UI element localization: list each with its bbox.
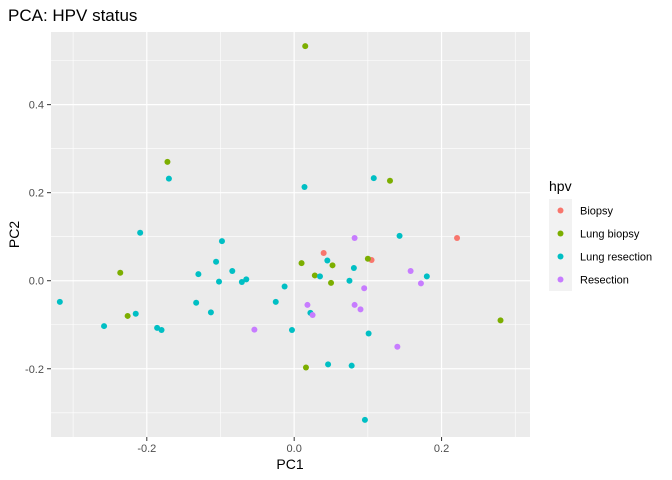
x-tick-label: -0.2 (137, 443, 156, 455)
point-lung-biopsy (328, 279, 335, 286)
legend-item-lung-resection: Lung resection (549, 245, 652, 268)
point-lung-biopsy (164, 158, 171, 165)
point-lung-biopsy (117, 269, 124, 276)
point-lung-biopsy (497, 317, 504, 324)
point-lung-biopsy (302, 43, 309, 50)
point-lung-resection (216, 278, 223, 285)
legend-label-resection: Resection (580, 275, 629, 287)
point-resection (251, 326, 258, 333)
legend-label-lung-resection: Lung resection (580, 252, 652, 264)
legend-items: Biopsy Lung biopsy Lung resection Resection (549, 199, 652, 291)
point-lung-resection (229, 268, 236, 275)
point-lung-resection (158, 327, 165, 334)
point-lung-resection (348, 362, 355, 369)
y-tick-label: 0.4 (29, 100, 44, 112)
x-tick-label: 0.0 (287, 443, 302, 455)
point-lung-biopsy (364, 255, 371, 262)
point-lung-resection (165, 175, 172, 182)
point-lung-resection (423, 273, 430, 280)
point-lung-resection (56, 298, 63, 305)
point-resection (407, 268, 414, 275)
legend-key-biopsy (557, 207, 564, 214)
point-lung-biopsy (298, 260, 305, 267)
point-lung-resection (213, 258, 220, 265)
legend-label-biopsy: Biopsy (580, 206, 614, 218)
point-lung-resection (272, 298, 279, 305)
point-lung-resection (207, 309, 214, 316)
point-lung-resection (238, 279, 245, 286)
point-lung-biopsy (124, 312, 131, 319)
y-axis-title: PC2 (6, 221, 22, 248)
point-lung-resection (101, 323, 108, 330)
point-lung-resection (365, 330, 372, 337)
legend-key-lung-resection (557, 253, 564, 260)
point-lung-resection (193, 299, 200, 306)
point-lung-resection (301, 183, 308, 190)
point-resection (309, 312, 316, 319)
point-lung-resection (154, 324, 161, 331)
legend-label-lung-biopsy: Lung biopsy (580, 229, 640, 241)
point-lung-resection (288, 327, 295, 334)
point-resection (417, 280, 424, 287)
legend-item-lung-biopsy: Lung biopsy (549, 222, 640, 245)
point-lung-biopsy (329, 262, 336, 269)
point-lung-resection (137, 229, 144, 236)
x-axis-ticks: -0.2 0.0 0.2 (137, 437, 449, 455)
point-biopsy (320, 249, 327, 256)
point-lung-resection (350, 264, 357, 271)
y-tick-label: -0.2 (25, 364, 44, 376)
chart-title: PCA: HPV status (8, 6, 137, 25)
point-lung-resection (361, 416, 368, 423)
y-axis-ticks: -0.2 0.0 0.2 0.4 (25, 100, 51, 376)
point-lung-resection (324, 257, 331, 264)
legend-key-lung-biopsy (557, 230, 564, 237)
x-tick-label: 0.2 (434, 443, 449, 455)
legend-title: hpv (549, 178, 572, 194)
data-points (56, 43, 504, 423)
point-resection (351, 235, 358, 242)
point-resection (361, 285, 368, 292)
point-resection (357, 306, 364, 313)
point-lung-biopsy (302, 364, 309, 371)
point-lung-resection (325, 361, 332, 368)
plot-panel (51, 32, 530, 437)
y-tick-label: 0.2 (29, 188, 44, 200)
point-resection (351, 301, 358, 308)
point-lung-resection (370, 175, 377, 182)
y-tick-label: 0.0 (29, 276, 44, 288)
point-lung-resection (316, 273, 323, 280)
point-lung-resection (346, 277, 353, 284)
x-axis-title: PC1 (276, 456, 303, 472)
legend-item-biopsy: Biopsy (549, 199, 614, 222)
point-lung-resection (132, 310, 139, 317)
legend: hpv Biopsy Lung biopsy Lung resection Resec… (549, 178, 652, 291)
legend-key-resection (557, 276, 564, 283)
point-lung-resection (396, 232, 403, 239)
minor-gridlines (51, 32, 530, 437)
point-lung-biopsy (386, 177, 393, 184)
legend-item-resection: Resection (549, 268, 629, 291)
point-lung-resection (281, 283, 288, 290)
point-biopsy (454, 235, 461, 242)
point-lung-resection (218, 238, 225, 245)
point-resection (304, 301, 311, 308)
point-lung-resection (195, 271, 202, 278)
point-lung-resection (243, 276, 250, 283)
point-resection (394, 343, 401, 350)
major-gridlines (51, 32, 530, 437)
point-lung-biopsy (311, 272, 318, 279)
